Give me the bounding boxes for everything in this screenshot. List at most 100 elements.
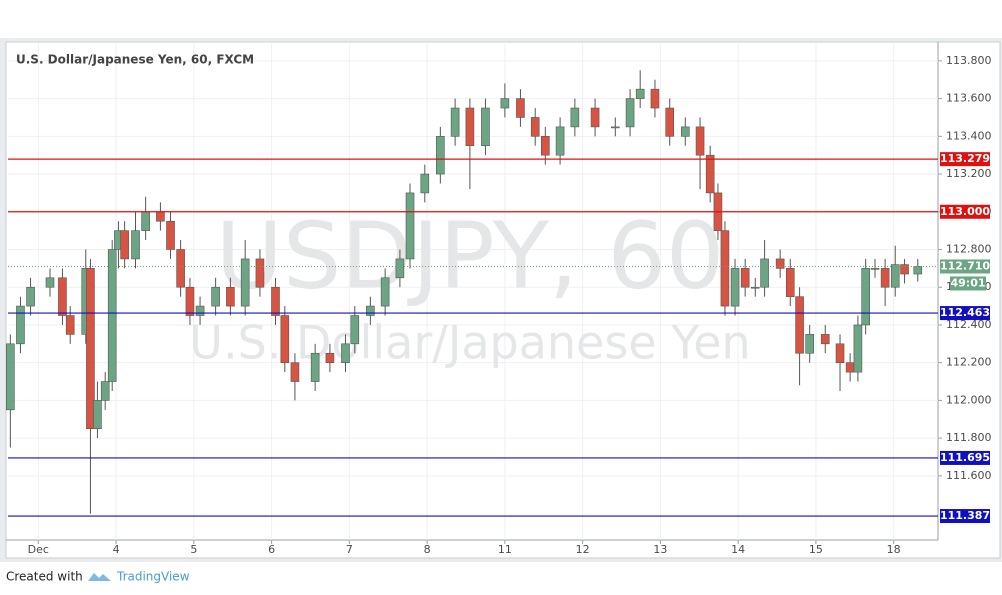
chart-title: U.S. Dollar/Japanese Yen, 60, FXCM <box>16 53 254 67</box>
tradingview-logo <box>88 573 111 581</box>
last-price-box <box>940 259 990 274</box>
candle-body <box>650 88 660 109</box>
candle-body <box>65 315 75 335</box>
candle-body <box>570 107 580 128</box>
candle-body <box>380 277 390 307</box>
y-tick-label: 113.200 <box>946 167 992 180</box>
candle-body <box>680 126 690 137</box>
countdown-box <box>950 276 986 291</box>
candle-body <box>500 98 510 109</box>
level-label: 111.387 <box>940 509 990 522</box>
candle-body <box>310 352 320 382</box>
level-label-box <box>940 152 990 167</box>
candle-body <box>481 107 490 147</box>
candle-body <box>775 258 785 269</box>
candle-body <box>720 230 730 307</box>
candle-body <box>366 305 375 316</box>
candle-body <box>913 266 923 275</box>
candle-body <box>530 117 540 137</box>
candle-body <box>280 315 290 363</box>
x-tick-label: 6 <box>268 543 275 556</box>
level-label-box <box>940 509 990 524</box>
candle-body <box>861 268 870 326</box>
candle-body <box>880 268 890 288</box>
candle-body <box>141 211 150 231</box>
candle-body <box>590 107 600 128</box>
candle-body <box>420 173 430 194</box>
candle-body <box>465 107 475 147</box>
candle-body <box>705 154 715 194</box>
y-tick-label: 112.000 <box>946 393 992 406</box>
candle-body <box>176 249 185 288</box>
watermark-symbol: USDJPY, 60 <box>216 202 725 309</box>
candle-body <box>166 220 175 250</box>
candle-body <box>835 343 845 363</box>
candle-body <box>450 107 460 137</box>
candle-body <box>695 126 705 156</box>
candle-body <box>890 264 900 288</box>
candle-body <box>870 268 880 270</box>
x-tick-label: 11 <box>498 543 512 556</box>
candle-body <box>900 264 909 275</box>
candle-body <box>211 286 220 307</box>
candle-body <box>271 286 280 316</box>
x-tick-label: 13 <box>653 543 667 556</box>
level-label-box <box>940 450 990 465</box>
y-tick-label: 112.200 <box>946 356 992 369</box>
candle-body <box>853 324 863 373</box>
candle-body <box>290 362 300 382</box>
y-tick-label: 111.800 <box>946 431 992 444</box>
candle-body <box>760 258 769 288</box>
x-tick-label: 7 <box>346 543 353 556</box>
candle-body <box>100 381 110 401</box>
candle-body <box>325 352 335 363</box>
candle-body <box>750 286 760 289</box>
candle-body <box>805 334 814 354</box>
candle-body <box>131 230 140 260</box>
candle-body <box>6 343 15 411</box>
x-tick-label: 15 <box>809 543 823 556</box>
candle-body <box>665 107 675 137</box>
candle-body <box>58 277 67 316</box>
candle-body <box>516 98 525 118</box>
x-tick-label: 12 <box>576 543 590 556</box>
candle-body <box>341 343 350 363</box>
level-label: 113.279 <box>940 152 990 165</box>
footer-brand[interactable]: TradingView <box>116 570 190 584</box>
candle-body <box>185 286 195 316</box>
candle-body <box>730 268 740 307</box>
level-label: 112.463 <box>940 306 990 319</box>
x-tick-label: 5 <box>190 543 197 556</box>
candle-body <box>26 286 35 307</box>
candle-body <box>93 400 102 430</box>
watermark-name: U.S. Dollar/Japanese Yen <box>189 316 750 370</box>
level-label-box <box>940 306 990 321</box>
candle-body <box>785 268 795 297</box>
level-label-box <box>940 204 990 219</box>
y-tick-label: 112.400 <box>946 318 992 331</box>
candle-body <box>350 315 360 345</box>
candle-body <box>16 305 25 345</box>
candle-body <box>107 249 117 382</box>
y-tick-label: 111.600 <box>946 469 992 482</box>
candle-body <box>120 230 129 260</box>
candle-body <box>395 258 405 279</box>
footer-text: Created with <box>6 570 83 584</box>
candle-body <box>740 268 750 288</box>
x-tick-label: Dec <box>28 543 49 556</box>
candle-body <box>541 136 550 156</box>
y-tick-label: 113.800 <box>946 54 992 67</box>
candle-body <box>195 305 205 316</box>
candle-body <box>86 268 95 430</box>
last-price-label: 112.710 <box>940 259 990 272</box>
candle-body <box>555 126 565 156</box>
candle-body <box>405 192 415 260</box>
countdown-label: 49:01 <box>950 276 985 289</box>
x-tick-label: 8 <box>424 543 431 556</box>
y-tick-label: 112.800 <box>946 243 992 256</box>
candle-body <box>226 286 235 307</box>
x-tick-label: 18 <box>887 543 901 556</box>
y-tick-label: 113.600 <box>946 92 992 105</box>
x-tick-label: 4 <box>113 543 120 556</box>
candle-body <box>635 88 645 99</box>
